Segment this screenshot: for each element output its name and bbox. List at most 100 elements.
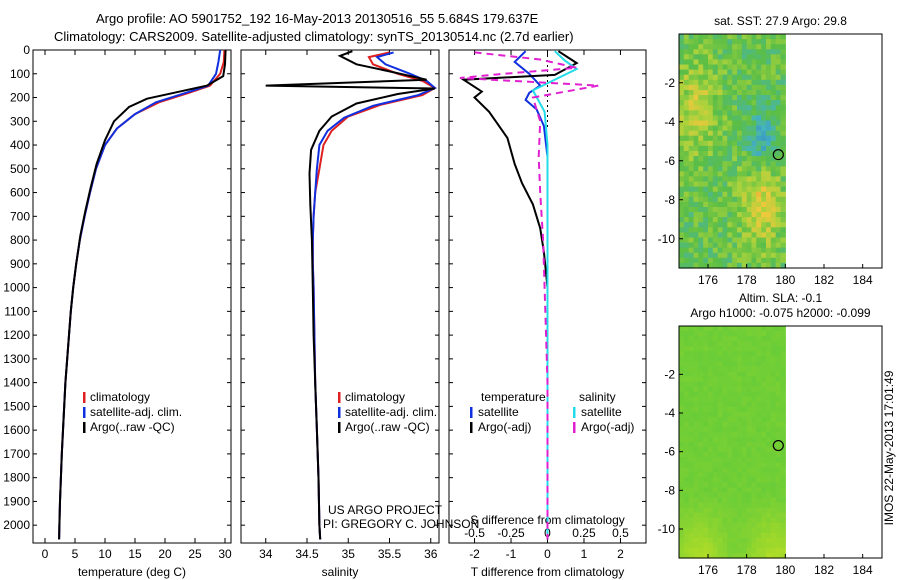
map-cell	[722, 257, 728, 264]
map-cell	[756, 527, 762, 534]
map-cell	[688, 79, 695, 86]
map-cell	[703, 191, 709, 198]
map-cell	[780, 391, 786, 398]
map-cell	[693, 181, 699, 188]
map-cell	[770, 135, 777, 142]
map-cell	[780, 130, 786, 137]
map-cell	[708, 171, 714, 177]
map-cell	[693, 79, 699, 86]
map-cell	[717, 426, 724, 433]
map-cell	[708, 477, 714, 483]
map-cell	[708, 151, 714, 157]
map-cell	[741, 391, 748, 398]
map-cell	[712, 356, 719, 362]
map-cell	[732, 532, 738, 539]
map-field	[679, 326, 786, 559]
map-cell	[703, 135, 709, 142]
map-cell	[741, 84, 748, 91]
map-cell	[703, 120, 709, 127]
map-cell	[737, 207, 743, 213]
map-cell	[737, 442, 743, 448]
map-cell	[775, 201, 782, 208]
map-cell	[717, 386, 724, 393]
map-cell	[717, 212, 724, 218]
map-cell	[683, 426, 690, 433]
map-cell	[712, 217, 719, 223]
map-cell	[770, 497, 777, 504]
map-cell	[688, 39, 695, 45]
map-cell	[683, 181, 690, 188]
map-cell	[770, 176, 777, 183]
map-cell	[766, 145, 772, 152]
y-tick-label: 0	[23, 43, 30, 57]
map-cell	[775, 341, 782, 347]
map-cell	[766, 125, 772, 132]
map-cell	[761, 517, 767, 524]
map-cell	[708, 105, 714, 111]
map-cell	[737, 467, 743, 473]
map-cell	[780, 59, 786, 66]
map-cell	[703, 105, 709, 111]
map-cell	[708, 472, 714, 478]
legend-swatch	[83, 392, 86, 403]
map-cell	[717, 217, 724, 223]
map-cell	[751, 366, 757, 372]
map-cell	[780, 462, 786, 468]
map-cell	[727, 467, 733, 473]
map-cell	[717, 44, 724, 50]
map-cell	[722, 462, 728, 468]
map-cell	[712, 145, 719, 152]
map-cell	[741, 166, 748, 172]
map-cell	[698, 140, 704, 147]
map-cell	[761, 74, 767, 81]
map-cell	[737, 502, 743, 509]
map-cell	[717, 242, 724, 249]
map-cell	[751, 95, 757, 101]
map-cell	[727, 507, 733, 514]
map-cell	[761, 431, 767, 438]
legend-entry: Argo(-adj)	[478, 420, 531, 434]
map-cell	[717, 351, 724, 357]
series-line-2	[311, 51, 437, 540]
map-cell	[746, 54, 753, 60]
map-cell	[775, 426, 782, 433]
map-cell	[722, 105, 728, 111]
map-cell	[732, 74, 738, 81]
map-cell	[717, 156, 724, 162]
map-cell	[751, 232, 757, 239]
map-cell	[688, 542, 695, 549]
map-cell	[770, 386, 777, 393]
map-cell	[688, 125, 695, 132]
y-tick-label: 1800	[3, 471, 30, 485]
map-cell	[751, 421, 757, 428]
y-tick-label: 1600	[3, 423, 30, 437]
map-cell	[722, 110, 728, 116]
x-tick-label: 15	[128, 547, 142, 561]
map-cell	[741, 522, 748, 529]
map-cell	[761, 39, 767, 45]
map-cell	[679, 156, 685, 162]
map-cell	[766, 411, 772, 418]
map-cell	[737, 105, 743, 111]
map-cell	[775, 457, 782, 463]
map-cell	[703, 145, 709, 152]
map-cell	[737, 472, 743, 478]
map-cell	[722, 416, 728, 423]
map-cell	[727, 242, 733, 249]
map-cell	[746, 401, 753, 408]
map-cell	[698, 452, 704, 458]
map-cell	[775, 331, 782, 337]
map-cell	[717, 247, 724, 254]
legend-swatch	[470, 422, 473, 433]
map-cell	[780, 212, 786, 218]
map-cell	[770, 366, 777, 372]
map-cell	[751, 487, 757, 493]
map-cell	[746, 227, 753, 233]
map-cell	[780, 227, 786, 233]
map-cell	[727, 421, 733, 428]
map-cell	[766, 237, 772, 244]
map-cell	[761, 145, 767, 152]
map-cell	[741, 532, 748, 539]
map-cell	[751, 326, 757, 332]
